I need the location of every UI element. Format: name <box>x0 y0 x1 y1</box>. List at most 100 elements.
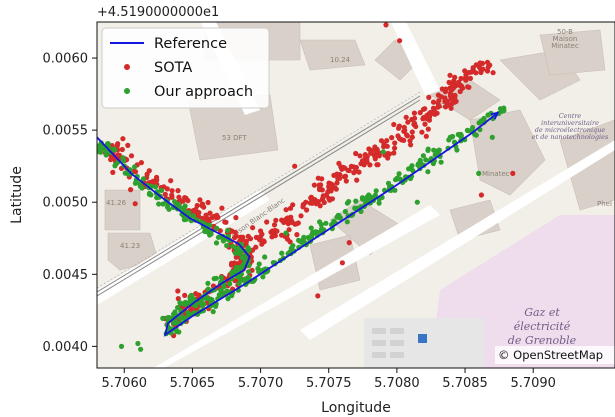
data-point <box>448 105 454 111</box>
data-point <box>298 213 304 219</box>
data-point <box>183 195 189 201</box>
data-point <box>205 216 211 222</box>
data-point <box>422 106 428 112</box>
map-background: 10.24 53 DFT 41.26 41.23 Minatec 52 Liai… <box>97 22 615 368</box>
data-point <box>279 232 285 238</box>
data-point <box>417 110 423 116</box>
data-point <box>342 165 348 171</box>
data-point <box>458 75 464 82</box>
data-point <box>450 133 456 140</box>
data-point <box>478 67 484 73</box>
data-point <box>406 166 412 172</box>
data-point <box>473 62 479 68</box>
legend-label-sota: SOTA <box>154 60 192 76</box>
svg-text:50-B: 50-B <box>557 28 573 36</box>
data-point <box>339 260 345 266</box>
data-point <box>132 169 139 175</box>
data-point <box>273 217 279 223</box>
data-point <box>454 147 460 153</box>
data-point <box>253 244 259 250</box>
data-point <box>300 202 306 208</box>
data-point <box>257 237 263 243</box>
data-point <box>175 305 181 311</box>
data-point <box>293 221 300 227</box>
data-point <box>342 173 349 179</box>
data-point <box>365 196 371 202</box>
data-point <box>207 210 213 216</box>
data-point <box>394 175 400 181</box>
data-point <box>423 133 429 139</box>
legend: Reference SOTA Our approach <box>101 27 270 109</box>
data-point <box>425 126 431 132</box>
data-point <box>236 281 242 287</box>
data-point <box>199 203 205 209</box>
data-point <box>243 276 249 282</box>
data-point <box>305 234 311 241</box>
data-point <box>250 225 256 231</box>
data-point <box>354 177 360 183</box>
data-point <box>422 115 428 121</box>
data-point <box>359 195 365 201</box>
svg-text:Phel: Phel <box>597 200 612 208</box>
data-point <box>162 191 168 197</box>
data-point <box>175 188 181 194</box>
data-point <box>138 346 144 352</box>
data-point <box>391 121 397 128</box>
data-point <box>220 238 226 244</box>
x-tick-label: 5.7060 <box>102 376 148 391</box>
data-point <box>374 162 380 168</box>
data-point <box>258 228 264 234</box>
data-point <box>103 149 110 155</box>
data-point <box>118 343 125 349</box>
data-point <box>447 72 453 78</box>
data-point <box>464 127 470 133</box>
data-point <box>335 212 341 218</box>
y-axis-label: Latitude <box>9 166 25 224</box>
svg-text:interuniversitaire: interuniversitaire <box>541 119 599 127</box>
data-point <box>311 182 317 188</box>
data-point <box>476 120 482 126</box>
data-point <box>418 160 424 166</box>
data-point <box>315 175 321 181</box>
data-point <box>380 149 386 155</box>
data-point <box>420 153 426 159</box>
svg-text:de Grenoble: de Grenoble <box>508 334 577 347</box>
data-point <box>138 160 144 166</box>
data-point <box>169 192 175 198</box>
data-point <box>452 99 458 105</box>
data-point <box>334 180 340 186</box>
data-point <box>458 131 464 137</box>
legend-label-reference: Reference <box>154 36 227 52</box>
data-point <box>241 254 247 260</box>
data-point <box>224 243 230 249</box>
data-point <box>396 171 402 177</box>
data-point <box>260 274 266 280</box>
svg-text:Minatec: Minatec <box>482 170 510 178</box>
svg-text:Maison: Maison <box>553 35 578 43</box>
data-point <box>197 197 203 203</box>
data-point <box>114 143 120 149</box>
data-point <box>450 82 456 88</box>
data-point <box>180 314 186 321</box>
data-point <box>224 288 230 294</box>
data-point <box>227 281 233 287</box>
data-point <box>247 236 254 242</box>
data-point <box>385 155 391 161</box>
data-point <box>132 180 138 186</box>
data-point <box>315 293 321 299</box>
attribution-text[interactable]: © OpenStreetMap <box>498 348 603 362</box>
data-point <box>457 83 464 89</box>
data-point <box>319 187 325 193</box>
data-point <box>283 207 289 213</box>
data-point <box>443 104 449 110</box>
data-point <box>232 235 238 241</box>
data-point <box>409 134 415 140</box>
data-point <box>476 170 482 176</box>
data-point <box>308 225 314 231</box>
data-point <box>479 60 486 66</box>
data-point <box>438 159 444 165</box>
data-point <box>292 163 298 169</box>
data-point <box>287 205 294 211</box>
data-point <box>269 234 275 240</box>
